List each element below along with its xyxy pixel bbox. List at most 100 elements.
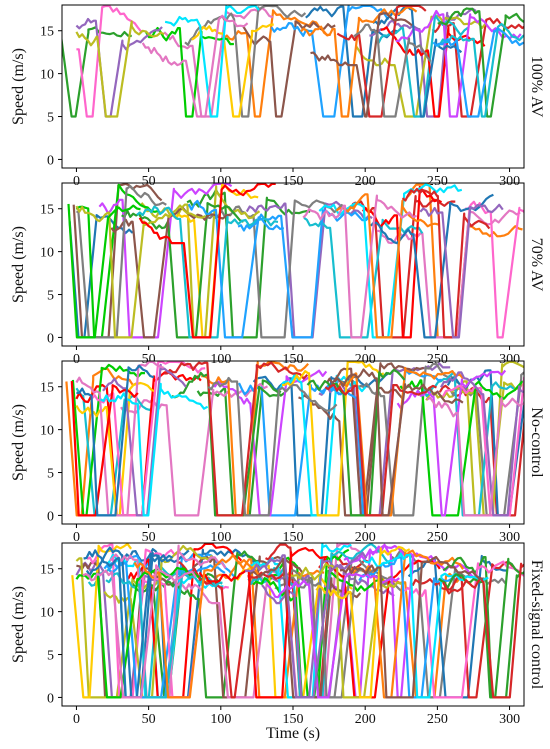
panel-title: 70% AV: [528, 238, 545, 292]
x-tick-label: 100: [210, 530, 231, 545]
speed-series-line: [120, 382, 268, 517]
speed-series-line: [173, 567, 291, 699]
series-lines: [71, 543, 524, 699]
speed-series-line: [310, 12, 413, 118]
x-tick-label: 100: [210, 352, 231, 367]
speed-series-line: [102, 363, 187, 517]
x-tick-label: 300: [499, 712, 520, 727]
y-tick-label: 15: [40, 203, 54, 218]
x-tick-label: 200: [355, 530, 376, 545]
x-tick-label: 50: [142, 712, 156, 727]
speed-series-line: [362, 552, 489, 699]
speed-series-line: [198, 547, 328, 699]
x-tick-label: 150: [283, 174, 304, 189]
speed-series-line: [75, 387, 155, 517]
speed-series-line: [141, 14, 249, 118]
speed-series-line: [75, 20, 165, 118]
y-tick-label: 0: [47, 691, 54, 706]
speed-series-line: [437, 557, 524, 699]
speed-series-line: [336, 5, 427, 118]
x-tick-label: 250: [427, 530, 448, 545]
x-tick-label: 50: [142, 352, 156, 367]
speed-series-line: [358, 556, 457, 699]
y-tick-label: 5: [47, 467, 54, 482]
speed-series-line: [355, 15, 487, 118]
x-tick-label: 250: [427, 174, 448, 189]
x-tick-label: 250: [427, 712, 448, 727]
speed-series-line: [91, 361, 206, 517]
panel-title: No-control: [528, 407, 545, 478]
y-axis-label: Speed (m/s): [10, 404, 27, 481]
speed-series-line: [76, 184, 167, 339]
speed-series-line: [369, 7, 477, 118]
speed-series-line: [71, 543, 132, 699]
x-tick-label: 200: [355, 712, 376, 727]
speed-series-line: [191, 23, 274, 118]
speed-series-line: [65, 367, 137, 517]
speed-series-line: [187, 199, 285, 339]
speed-series-line: [335, 193, 439, 339]
speed-series-line: [164, 5, 260, 118]
speed-series-line: [282, 568, 393, 699]
speed-series-line: [121, 202, 244, 339]
speed-series-line: [67, 203, 141, 339]
speed-series-line: [138, 183, 276, 339]
y-tick-label: 0: [47, 331, 54, 346]
y-tick-label: 0: [47, 509, 54, 524]
speed-series-line: [395, 9, 522, 118]
speed-series-line: [369, 193, 494, 339]
speed-series-line: [302, 194, 417, 339]
speed-series-line: [442, 562, 524, 699]
speed-series-line: [431, 17, 524, 118]
x-tick-label: 150: [283, 530, 304, 545]
x-tick-label: 150: [283, 352, 304, 367]
series-lines: [67, 183, 524, 339]
speed-series-line: [70, 381, 139, 517]
y-tick-label: 5: [47, 111, 54, 126]
speed-series-line: [300, 6, 418, 118]
y-tick-label: 10: [40, 424, 54, 439]
panel-title: Fixed-signal control: [528, 560, 545, 690]
speed-series-line: [261, 557, 345, 699]
speed-series-line: [247, 543, 393, 699]
speed-series-line: [207, 376, 338, 517]
speed-series-line: [411, 561, 515, 699]
x-tick-label: 0: [73, 352, 80, 367]
speed-series-line: [85, 546, 190, 699]
y-tick-label: 15: [40, 381, 54, 396]
series-lines: [65, 361, 524, 517]
y-axis-label: Speed (m/s): [10, 48, 27, 125]
speed-series-line: [103, 544, 213, 699]
speed-series-line: [164, 361, 309, 517]
speed-series-line: [403, 560, 524, 699]
speed-series-line: [281, 361, 385, 517]
x-tick-label: 150: [283, 712, 304, 727]
x-tick-label: 50: [142, 530, 156, 545]
speed-series-line: [149, 550, 260, 699]
speed-series-line: [287, 562, 405, 699]
speed-series-line: [242, 20, 336, 118]
x-tick-label: 200: [355, 174, 376, 189]
y-tick-label: 5: [47, 289, 54, 304]
speed-series-line: [105, 570, 223, 699]
y-tick-label: 10: [40, 68, 54, 83]
speed-series-line: [248, 543, 352, 699]
speed-series-line: [270, 5, 390, 118]
x-tick-label: 0: [73, 530, 80, 545]
speed-series-line: [184, 5, 307, 118]
speed-series-line: [339, 555, 484, 699]
speed-series-line: [75, 204, 206, 339]
speed-series-line: [133, 554, 260, 699]
y-tick-label: 0: [47, 153, 54, 168]
speed-series-line: [380, 26, 486, 118]
speed-series-line: [252, 371, 390, 517]
speed-series-line: [76, 5, 143, 118]
speed-series-line: [432, 27, 524, 118]
speed-series-line: [436, 22, 524, 118]
speed-series-line: [315, 545, 411, 699]
speed-series-line: [426, 396, 524, 517]
